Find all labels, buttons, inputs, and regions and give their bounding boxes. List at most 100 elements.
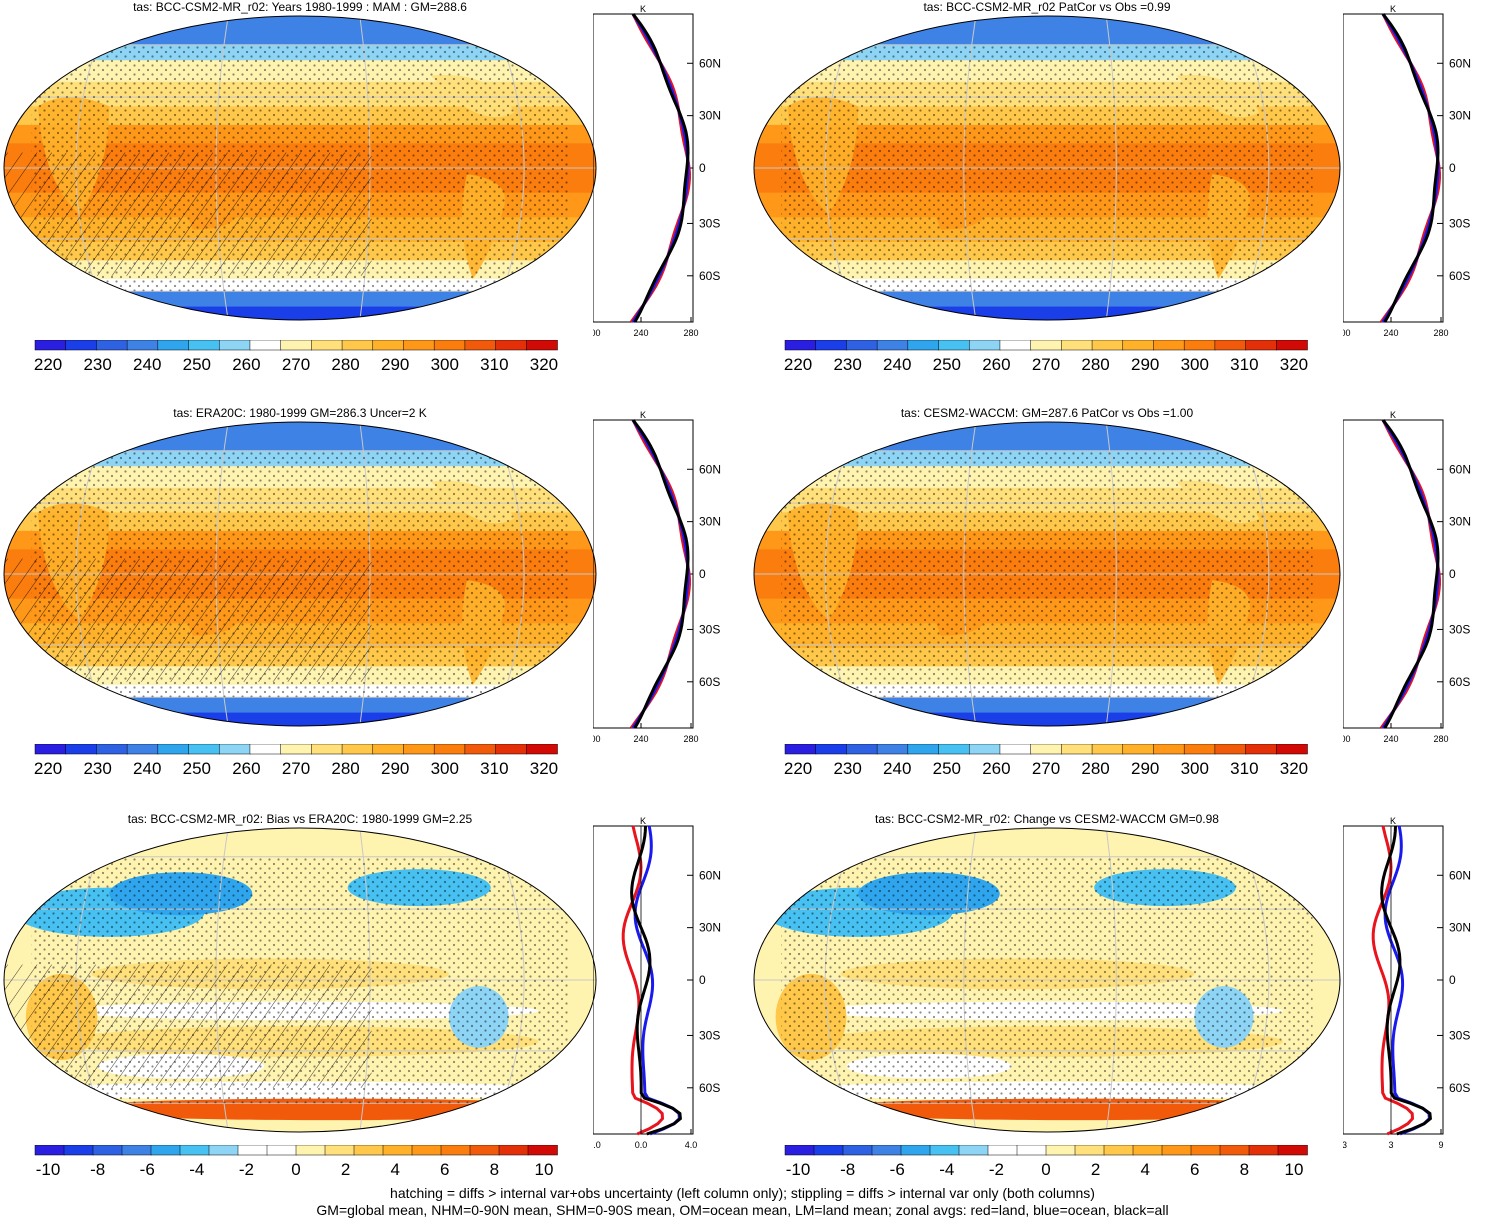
colorbar-label: 300 bbox=[431, 759, 459, 778]
zonal-x-tick: -3 bbox=[1343, 1140, 1347, 1150]
zonal-x-tick: -4.0 bbox=[593, 1140, 601, 1150]
colorbar-label: 270 bbox=[282, 355, 310, 374]
colorbar-label: 320 bbox=[1280, 355, 1308, 374]
colorbar-swatch bbox=[1219, 1145, 1250, 1156]
colorbar-swatch bbox=[1030, 744, 1063, 755]
colorbar-swatch bbox=[495, 744, 528, 755]
zonal-lat-label: 60N bbox=[699, 462, 721, 476]
colorbar-swatch bbox=[96, 340, 128, 351]
colorbar-swatch bbox=[96, 744, 128, 755]
colorbar-swatch bbox=[249, 744, 282, 755]
zonal-unit: K bbox=[640, 816, 646, 826]
colorbar-swatch bbox=[498, 1145, 529, 1156]
colorbar-label: 280 bbox=[1081, 355, 1109, 374]
panel-title: tas: BCC-CSM2-MR_r02 PatCor vs Obs =0.99 bbox=[923, 0, 1171, 14]
colorbar-swatch bbox=[208, 1145, 239, 1156]
colorbar-label: 300 bbox=[431, 355, 459, 374]
colorbar-swatch bbox=[188, 340, 220, 351]
zonal-lat-label: 60S bbox=[699, 1081, 720, 1095]
colorbar-label: 290 bbox=[1131, 759, 1159, 778]
zonal-all-line bbox=[1381, 13, 1440, 323]
colorbar-swatch bbox=[65, 340, 98, 351]
colorbar-swatch bbox=[63, 1145, 94, 1156]
zonal-lat-label: 0 bbox=[1449, 161, 1456, 175]
colorbar-swatch bbox=[1276, 744, 1308, 755]
colorbar-label: 300 bbox=[1181, 759, 1209, 778]
zonal-lat-label: 30S bbox=[1449, 1028, 1470, 1042]
colorbar-label: 280 bbox=[331, 759, 359, 778]
colorbar-label: 8 bbox=[1240, 1160, 1249, 1179]
colorbar: 220 230 240 250 260 270 280 290 300 310 320 bbox=[34, 340, 558, 374]
colorbar-swatch bbox=[382, 1145, 413, 1156]
colorbar-swatch bbox=[999, 744, 1032, 755]
colorbar-swatch bbox=[784, 1145, 815, 1156]
colorbar-swatch bbox=[1161, 1145, 1192, 1156]
colorbar-swatch bbox=[249, 340, 282, 351]
zonal-x-tick: 240 bbox=[633, 328, 648, 338]
map bbox=[3, 827, 597, 1133]
colorbar-swatch bbox=[1030, 340, 1063, 351]
colorbar-label: 290 bbox=[381, 759, 409, 778]
colorbar-label: 0 bbox=[291, 1160, 300, 1179]
colorbar-swatch bbox=[341, 340, 374, 351]
footer-legend-note: GM=global mean, NHM=0-90N mean, SHM=0-90… bbox=[316, 1202, 1169, 1218]
colorbar: -10 -8 -6 -4 -2 0 2 4 6 8 10 bbox=[784, 1145, 1308, 1179]
colorbar-swatch bbox=[1248, 1145, 1279, 1156]
colorbar: 220 230 240 250 260 270 280 290 300 310 320 bbox=[784, 340, 1308, 374]
zonal-ocean-line bbox=[1383, 825, 1431, 1136]
colorbar-swatch bbox=[1132, 1145, 1163, 1156]
colorbar-swatch bbox=[411, 1145, 442, 1156]
colorbar-swatch bbox=[815, 744, 848, 755]
zonal-unit: K bbox=[1390, 816, 1396, 826]
colorbar-swatch bbox=[150, 1145, 181, 1156]
zonal-lat-label: 60S bbox=[1449, 1081, 1470, 1095]
zonal-x-tick: 3 bbox=[1388, 1140, 1393, 1150]
colorbar-swatch bbox=[440, 1145, 471, 1156]
colorbar-swatch bbox=[469, 1145, 500, 1156]
colorbar-swatch bbox=[1245, 744, 1278, 755]
colorbar-swatch bbox=[1045, 1145, 1076, 1156]
colorbar-swatch bbox=[403, 744, 435, 755]
colorbar-label: 300 bbox=[1181, 355, 1209, 374]
colorbar-swatch bbox=[1061, 340, 1093, 351]
colorbar-swatch bbox=[34, 744, 67, 755]
zonal-mean-plot: K 60N 30N 0 30S 60S -4.0 0.0 4.0 bbox=[593, 816, 721, 1150]
colorbar-label: 2 bbox=[1091, 1160, 1100, 1179]
colorbar-swatch bbox=[526, 340, 558, 351]
colorbar-label: 240 bbox=[133, 759, 161, 778]
colorbar-swatch bbox=[65, 744, 98, 755]
colorbar-swatch bbox=[1122, 744, 1155, 755]
colorbar-swatch bbox=[871, 1145, 902, 1156]
zonal-unit: K bbox=[1390, 4, 1396, 14]
colorbar-label: 280 bbox=[331, 355, 359, 374]
colorbar-label: 2 bbox=[341, 1160, 350, 1179]
colorbar-swatch bbox=[179, 1145, 210, 1156]
zonal-all-line bbox=[631, 419, 690, 729]
colorbar-swatch bbox=[280, 744, 313, 755]
zonal-unit: K bbox=[1390, 410, 1396, 420]
colorbar-swatch bbox=[876, 340, 909, 351]
zonal-lat-label: 60N bbox=[699, 868, 721, 882]
colorbar-swatch bbox=[999, 340, 1032, 351]
colorbar-label: 10 bbox=[534, 1160, 553, 1179]
colorbar: -10 -8 -6 -4 -2 0 2 4 6 8 10 bbox=[34, 1145, 558, 1179]
colorbar-swatch bbox=[341, 744, 374, 755]
zonal-x-tick: 200 bbox=[1343, 734, 1351, 744]
colorbar-swatch bbox=[433, 744, 466, 755]
colorbar-swatch bbox=[126, 340, 159, 351]
colorbar-swatch bbox=[1214, 340, 1247, 351]
colorbar-label: 220 bbox=[784, 759, 812, 778]
zonal-lat-label: 30N bbox=[1449, 515, 1471, 529]
colorbar-label: -8 bbox=[840, 1160, 855, 1179]
colorbar-swatch bbox=[1016, 1145, 1047, 1156]
colorbar-label: 290 bbox=[1131, 355, 1159, 374]
zonal-all-line bbox=[630, 825, 682, 1136]
colorbar-swatch bbox=[121, 1145, 152, 1156]
map bbox=[753, 421, 1341, 727]
colorbar-label: 220 bbox=[34, 355, 62, 374]
zonal-x-tick: 200 bbox=[1343, 328, 1351, 338]
colorbar-swatch bbox=[237, 1145, 268, 1156]
zonal-x-tick: 280 bbox=[1433, 328, 1448, 338]
colorbar-swatch bbox=[929, 1145, 960, 1156]
zonal-mean-plot: K 60N 30N 0 30S 60S 200 240 280 bbox=[1343, 410, 1471, 744]
